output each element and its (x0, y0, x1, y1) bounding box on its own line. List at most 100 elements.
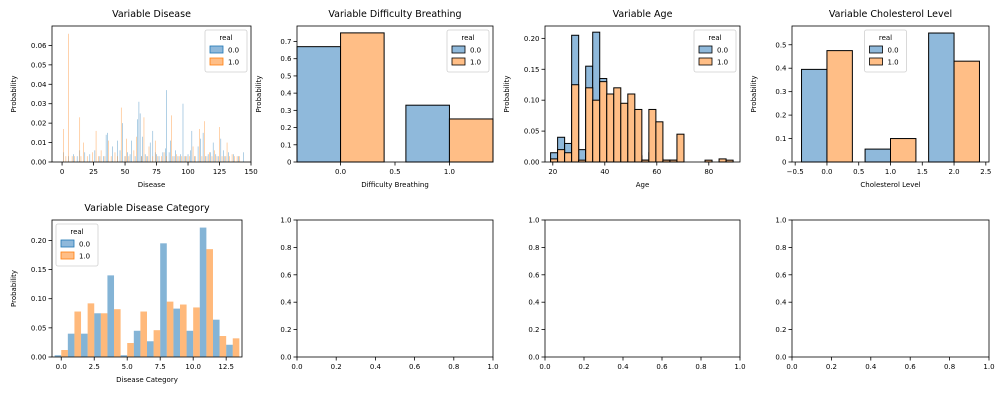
x-axis-label: Disease Category (116, 376, 178, 384)
bar (180, 154, 181, 162)
legend-label-1: 1.0 (228, 59, 239, 67)
bar (634, 108, 643, 163)
bar (68, 33, 69, 162)
x-tick-label: 0.8 (448, 363, 459, 371)
bar (152, 130, 154, 162)
y-tick-label: 0.06 (31, 42, 47, 50)
y-tick-label: 0.20 (524, 35, 540, 43)
legend-label-0: 0.0 (470, 47, 481, 55)
bar (162, 152, 164, 162)
axes-frame (791, 219, 990, 358)
bar (119, 150, 121, 162)
bar (147, 156, 149, 162)
bar (195, 156, 196, 162)
y-tick-label: 0.04 (31, 81, 47, 89)
bar (124, 156, 126, 162)
bar (81, 333, 88, 357)
bar (79, 117, 81, 162)
y-tick-label: 0.20 (31, 237, 47, 245)
x-tick-label: 0.6 (905, 363, 917, 371)
bar (126, 138, 127, 162)
bar (226, 142, 228, 162)
y-tick-label: 0.15 (524, 66, 540, 74)
bar (193, 307, 200, 357)
bar (154, 140, 156, 162)
x-tick-label: 0.0 (821, 168, 832, 176)
series-1 (61, 249, 240, 357)
bar (224, 156, 225, 162)
y-tick-label: 0.2 (775, 326, 786, 334)
bar (216, 156, 218, 162)
bar (89, 154, 91, 162)
bar (100, 313, 108, 357)
bar (141, 156, 142, 162)
series-1 (826, 50, 980, 163)
legend: real 0.0 1.0 (55, 223, 99, 267)
bar (219, 127, 220, 162)
legend-title: real (70, 228, 83, 236)
bar (225, 156, 227, 162)
bar (108, 140, 109, 162)
bar (98, 156, 99, 162)
bar (163, 152, 165, 162)
y-tick-label: 1.0 (280, 217, 291, 225)
bar (217, 156, 219, 162)
bar (147, 341, 154, 357)
bar (127, 152, 128, 162)
x-tick-label: 0.8 (695, 363, 706, 371)
bar (166, 301, 174, 357)
x-tick-label: 25 (89, 168, 98, 176)
series-0 (63, 90, 244, 162)
bar (296, 46, 342, 163)
bar (186, 330, 194, 357)
chart-panel-2: 0.0 0.5 1.0 0 0.1 0.2 0.3 0.4 0.5 0.6 0.7 Variable … (255, 9, 494, 189)
y-tick-label: 0.05 (524, 128, 540, 136)
x-tick-label: 0.2 (578, 363, 589, 371)
bar (140, 311, 147, 357)
bar (826, 50, 853, 163)
bar (128, 156, 130, 162)
bar (231, 154, 233, 162)
bar (648, 108, 657, 163)
bar (215, 154, 217, 162)
x-tick-label: 0.0 (56, 363, 67, 371)
x-tick-label: 100 (181, 168, 194, 176)
legend-swatch-0 (60, 239, 75, 248)
legend-label-0: 0.0 (79, 241, 90, 249)
legend-swatch-0 (451, 45, 466, 54)
x-tick-label: 50 (121, 168, 130, 176)
chart-panel-7: 0.0 0.2 0.4 0.6 0.8 1.0 0.0 0.2 0.4 0.6 0.8 1.0 (528, 217, 745, 372)
bar (127, 343, 134, 357)
bar (239, 156, 240, 162)
bar (186, 156, 188, 162)
x-tick-label: 1.0 (983, 363, 994, 371)
x-tick-label: 1.0 (487, 363, 498, 371)
bar (571, 84, 580, 163)
bar (67, 333, 75, 357)
legend-title: real (879, 34, 892, 42)
legend-swatch-1 (60, 251, 75, 260)
y-tick-label: 0.0 (280, 354, 291, 362)
bar (158, 156, 160, 162)
x-tick-label: 20 (548, 168, 557, 176)
bar (592, 99, 601, 163)
bar (139, 113, 141, 162)
legend-title: real (708, 34, 721, 42)
bar (173, 308, 180, 357)
bar (627, 93, 636, 163)
bar (74, 311, 82, 357)
y-tick-label: 0.5 (280, 72, 291, 80)
y-tick-label: 0.01 (31, 139, 47, 147)
x-tick-label: 0.0 (786, 363, 797, 371)
bar (120, 355, 128, 357)
bar (87, 303, 95, 357)
x-tick-label: 40 (600, 168, 609, 176)
legend-swatch-1 (209, 57, 224, 66)
bar (206, 156, 208, 162)
bar (146, 156, 147, 162)
legend-label-0: 0.0 (888, 47, 899, 55)
y-tick-label: 0.2 (280, 124, 291, 132)
bar (928, 32, 955, 163)
bar (233, 154, 234, 162)
bar (168, 152, 170, 162)
